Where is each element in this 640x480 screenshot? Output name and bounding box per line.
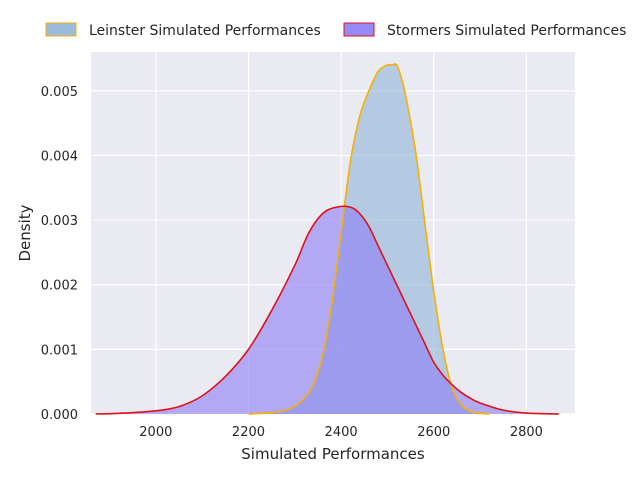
series-areas — [95, 63, 559, 415]
tick-labels: 2000 2200 2400 2600 2800 0.000 0.001 0.002 0.003… — [41, 85, 543, 440]
y-tick-label: 0.004 — [41, 149, 78, 164]
legend: Leinster Simulated Performances Stormers… — [45, 22, 626, 39]
x-tick-label: 2200 — [232, 425, 265, 440]
area-stormers — [95, 206, 559, 414]
x-tick-label: 2400 — [325, 425, 358, 440]
y-tick-label: 0.000 — [41, 408, 78, 423]
line-leinster — [248, 63, 490, 415]
y-axis-label: Density — [16, 204, 34, 261]
legend-label-leinster: Leinster Simulated Performances — [89, 23, 321, 39]
y-tick-label: 0.003 — [41, 214, 78, 229]
legend-label-stormers: Stormers Simulated Performances — [387, 23, 626, 39]
y-tick-label: 0.001 — [41, 343, 78, 358]
legend-swatch-stormers — [343, 22, 375, 37]
line-stormers — [95, 205, 559, 415]
x-tick-label: 2600 — [417, 425, 450, 440]
x-tick-label: 2800 — [510, 425, 543, 440]
x-tick-label: 2000 — [139, 425, 172, 440]
y-tick-label: 0.005 — [41, 85, 78, 100]
legend-swatch-leinster — [45, 22, 77, 37]
y-tick-label: 0.002 — [41, 279, 78, 294]
x-axis-label: Simulated Performances — [241, 445, 425, 463]
